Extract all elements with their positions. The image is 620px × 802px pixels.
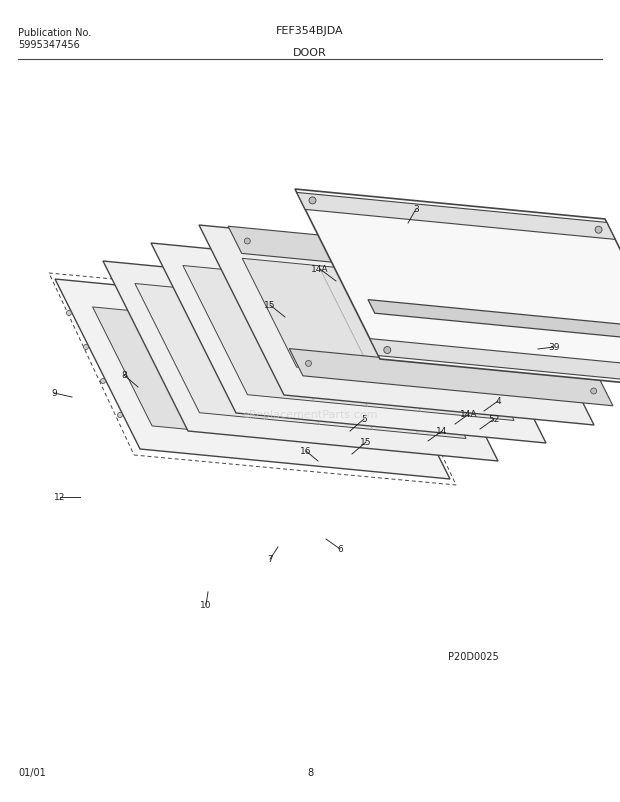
Text: DOOR: DOOR [293,48,327,58]
Text: 14: 14 [436,427,448,436]
Text: 6: 6 [337,545,343,554]
Polygon shape [242,259,551,392]
Text: 9: 9 [51,389,57,398]
Text: 8: 8 [121,371,127,380]
Polygon shape [500,350,508,367]
Circle shape [239,294,244,298]
Polygon shape [368,300,620,340]
Circle shape [306,361,311,367]
Text: 8: 8 [307,767,313,777]
Polygon shape [370,339,620,386]
Text: Publication No.: Publication No. [18,28,91,38]
Circle shape [115,282,120,286]
Polygon shape [151,244,546,444]
Polygon shape [290,349,613,407]
Polygon shape [55,280,450,480]
Text: 7: 7 [267,555,273,564]
Circle shape [595,227,602,234]
Text: 5: 5 [361,415,367,424]
Polygon shape [199,225,594,426]
Circle shape [84,345,89,350]
Text: P20D0025: P20D0025 [448,651,498,661]
Polygon shape [544,325,552,339]
Polygon shape [103,261,498,461]
Text: 12: 12 [55,493,66,502]
Circle shape [529,266,536,272]
Circle shape [177,287,182,292]
Text: 14A: 14A [311,265,329,274]
Circle shape [244,239,250,245]
Text: 3: 3 [413,205,419,214]
Polygon shape [295,190,620,390]
Text: 01/01: 01/01 [18,767,46,777]
Text: 15: 15 [360,438,372,447]
Text: 5995347456: 5995347456 [18,40,80,50]
Polygon shape [228,227,552,284]
Polygon shape [297,193,615,240]
Text: 52: 52 [489,415,500,424]
Circle shape [309,197,316,205]
Circle shape [118,413,123,418]
Text: 16: 16 [300,447,312,456]
Circle shape [384,347,391,354]
Polygon shape [92,307,412,452]
Polygon shape [183,266,514,421]
Polygon shape [135,284,466,439]
Circle shape [66,311,71,316]
Text: 15: 15 [264,301,276,310]
Text: 10: 10 [200,601,212,610]
Circle shape [301,299,306,304]
Text: FEF354BJDA: FEF354BJDA [276,26,344,36]
Text: 4: 4 [495,397,501,406]
Text: eReplacementParts.com: eReplacementParts.com [242,410,378,419]
Circle shape [100,379,105,384]
Text: 14A: 14A [460,410,478,419]
Text: 39: 39 [548,343,560,352]
Circle shape [591,388,596,395]
